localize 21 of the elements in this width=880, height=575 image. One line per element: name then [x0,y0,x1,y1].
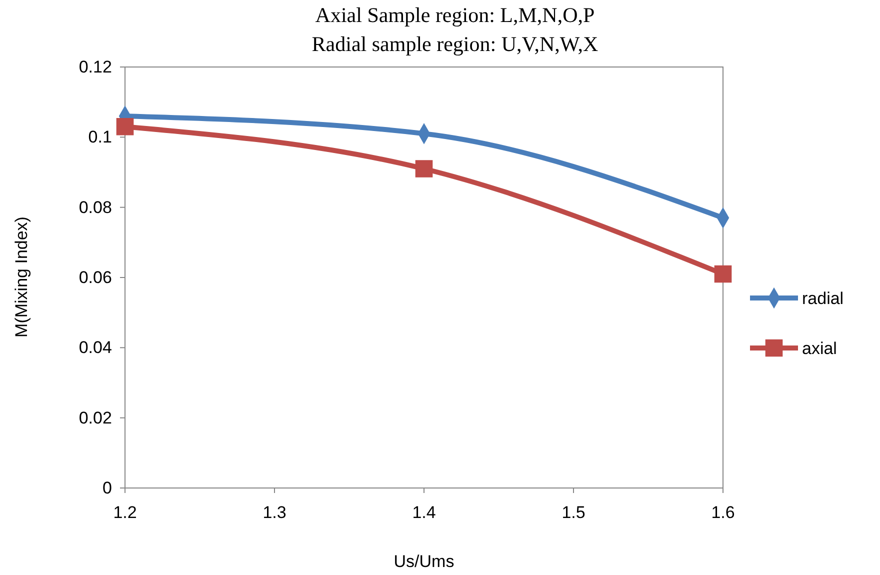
point [415,160,433,178]
x-tick-label: 1.3 [262,503,286,522]
y-tick-label: 0.02 [78,408,112,428]
y-tick-label: 0.08 [78,198,112,217]
point [714,265,732,283]
y-axis-title: M(Mixing Index) [12,216,31,338]
y-tick-label: 0 [102,478,112,498]
legend-label: radial [802,289,844,308]
chart-title: Axial Sample region: L,M,N,O,P [315,3,595,27]
x-tick-label: 1.2 [113,503,137,522]
x-tick-label: 1.6 [711,503,735,522]
legend-label: axial [802,339,837,358]
x-tick-label: 1.4 [412,503,436,522]
x-tick-label: 1.5 [562,503,586,522]
y-tick-label: 0.12 [78,57,112,76]
chart-subtitle: Radial sample region: U,V,N,W,X [312,32,598,56]
y-tick-label: 0.04 [78,338,112,358]
x-axis-title: Us/Ums [394,552,454,571]
y-tick-label: 0.06 [78,268,112,287]
y-tick-label: 0.1 [88,128,112,147]
point [116,118,134,136]
